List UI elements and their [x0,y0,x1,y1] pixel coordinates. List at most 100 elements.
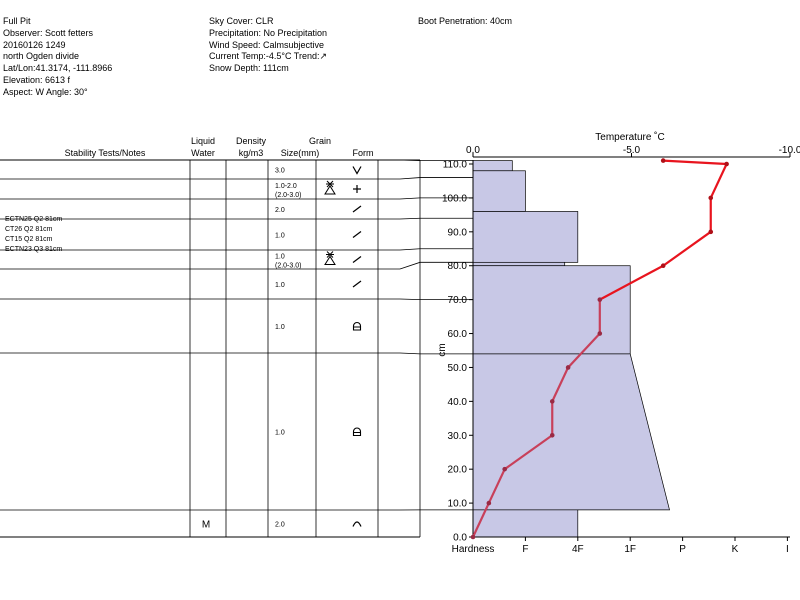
temperature-segment [599,264,664,301]
temperature-point [597,331,603,336]
melt-form-icon [352,521,362,527]
decomposing-particle-icon [352,280,362,288]
grain-size-secondary: (2.0-3.0) [275,192,301,199]
hardness-tick-label: I [786,544,789,555]
pit-info-left-line: Aspect: W Angle: 30° [3,86,88,97]
height-tick-label: 20.0 [448,465,468,476]
grain-size-value: 1.0 [275,254,285,261]
density-header-2: kg/m3 [238,148,264,158]
temperature-segment [487,468,506,504]
temperature-segment [662,230,712,267]
height-axis-title: cm [437,343,448,356]
pit-info-left: Full Pit Observer: Scott fetters 20160126 … [3,16,112,99]
hardness-bar [472,170,526,212]
pit-info-left-line: 20160126 1249 [3,39,66,50]
layer-connector [399,197,473,200]
grain-header-1: Grain [308,136,331,146]
temperature-segment [551,366,570,402]
grain-size-secondary: (2.0-3.0) [275,263,301,270]
secondary-form-icon [324,255,336,265]
height-tick-label: 110.0 [443,160,468,171]
temperature-point [724,161,729,167]
temperature-tick-label: -10.0 [779,145,800,156]
height-tick-label: 80.0 [448,261,468,272]
rounded-grain-icon [352,321,362,331]
height-tick-label: 40.0 [448,397,468,408]
pit-info-left-line: Elevation: 6613 f [3,74,71,85]
grain-size-value: 2.0 [275,522,285,529]
pit-info-middle-line: Current Temp:-4.5°C Trend:↗ [209,51,328,62]
pit-info-middle-line: Precipitation: No Precipitation [209,27,328,38]
liquid-water-value: M [202,520,210,531]
temperature-segment [504,434,553,471]
temperature-point [486,500,492,506]
pit-info-middle-line: Sky Cover: CLR [209,16,274,26]
pit-info-left-line: Observer: Scott fetters [3,27,94,38]
grain-size-value: 1.0 [275,324,285,331]
hardness-axis-title: Hardness [452,544,495,555]
stability-test-note: ECTN25 Q2 81cm [5,216,62,223]
form-header: Form [352,148,374,158]
secondary-form-icon [324,185,336,195]
density-header-1: Density [235,136,266,146]
height-tick-label: 60.0 [448,329,468,340]
pit-info-left-line: north Ogden divide [3,51,80,62]
pit-info-right-line: Boot Penetration: 40cm [418,16,513,26]
temperature-segment [472,502,490,538]
height-tick-label: 100.0 [442,193,467,204]
height-tick-label: 10.0 [448,499,468,510]
grain-size-value: 1.0-2.0 [275,183,297,190]
liquid-water-header-1: Liquid [190,136,216,146]
hardness-bar [472,211,579,263]
layer-connector [399,261,473,270]
temperature-point [565,365,571,370]
stability-test-note: CT15 Q2 81cm [5,236,53,243]
stability-test-note: ECTN23 Q3 81cm [5,246,62,253]
grain-size-value: 3.0 [275,168,285,175]
pit-info-left-line: Lat/Lon:41.3174, -111.8966 [3,63,113,74]
hardness-tick-label: F [522,544,528,555]
temperature-point [660,158,666,163]
temperature-axis-title: Temperature ˚C [595,131,664,143]
layer-connector [399,217,473,220]
layer-connector [399,248,473,251]
height-tick-label: 50.0 [448,363,468,374]
rounded-grain-icon [352,427,362,437]
hardness-tick-label: 1F [624,544,636,555]
stability-header: Stability Tests/Notes [64,148,146,158]
secondary-form-icon [326,251,334,258]
temperature-segment [709,163,728,199]
pit-info-left-line: Full Pit [3,16,31,26]
hardness-bar [472,509,579,538]
pit-info-middle-line: Wind Speed: Calmsubjective [209,39,325,50]
temperature-tick-label: 0.0 [466,145,480,156]
secondary-form-icon [326,180,334,188]
temperature-point [549,432,555,438]
hardness-tick-label: K [732,544,739,555]
decomposing-particle-icon [352,256,362,263]
layer-connector [399,352,473,355]
layer-connector [399,159,473,162]
hardness-bar [472,160,513,172]
pit-info-middle-line: Snow Depth: 111cm [209,63,289,74]
pit-info-right: Boot Penetration: 40cm [418,16,512,28]
temperature-segment [567,332,601,369]
temperature-point [597,297,603,302]
grain-size-value: 1.0 [275,282,285,289]
surface-hoar-icon [352,166,362,175]
temperature-point [470,534,476,540]
temperature-point [549,399,555,404]
height-tick-label: 0.0 [453,533,467,544]
stability-test-note: CT26 Q2 81cm [5,226,53,233]
height-tick-label: 70.0 [448,295,468,306]
temperature-point [708,195,714,201]
temperature-point [660,263,666,269]
hardness-bar [472,261,566,267]
grain-size-value: 2.0 [275,207,285,214]
hardness-tick-label: 4F [572,544,584,555]
hardness-bar [472,353,670,511]
layer-connector [399,177,473,180]
liquid-water-header-2: Water [191,148,215,158]
hardness-tick-label: P [679,544,686,555]
